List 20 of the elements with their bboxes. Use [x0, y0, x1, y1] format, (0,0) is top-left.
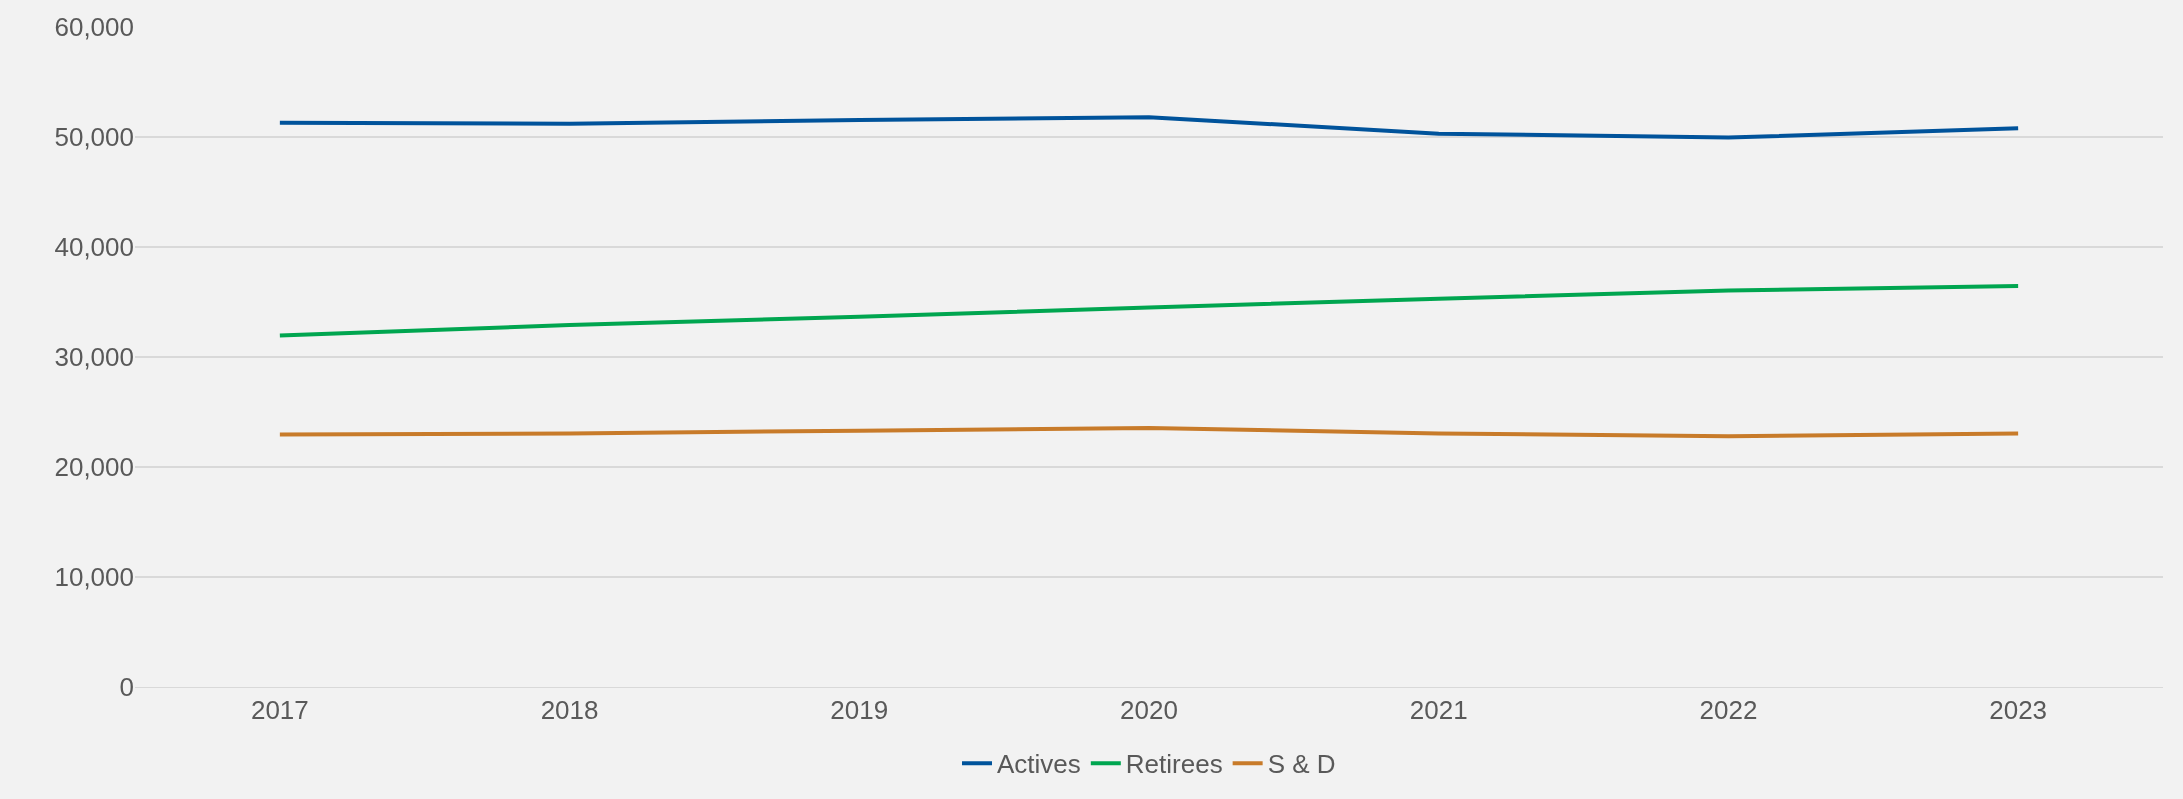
y-tick-label: 50,000 [54, 122, 134, 153]
x-tick-label: 2021 [1409, 695, 1468, 726]
line-series [277, 115, 2021, 140]
x-tick-label: 2018 [540, 695, 599, 726]
y-tick-label: 10,000 [54, 562, 134, 593]
x-tick-label: 2020 [1120, 695, 1178, 726]
line-series [277, 284, 2021, 338]
y-tick-label: 30,000 [54, 342, 134, 373]
y-tick-label: 60,000 [54, 12, 134, 43]
legend-label: Retirees [1125, 749, 1223, 780]
x-tick-label: 2023 [1989, 695, 2048, 726]
x-tick-label: 2022 [1699, 695, 1758, 726]
y-tick-label: 0 [119, 672, 134, 703]
x-tick-label: 2017 [250, 695, 309, 726]
y-tick-label: 40,000 [54, 232, 134, 263]
x-tick-label: 2019 [830, 695, 889, 726]
y-tick-label: 20,000 [54, 452, 134, 483]
legend-label: Actives [997, 749, 1081, 780]
line-series [277, 425, 2021, 439]
legend-label: S & D [1267, 749, 1336, 780]
